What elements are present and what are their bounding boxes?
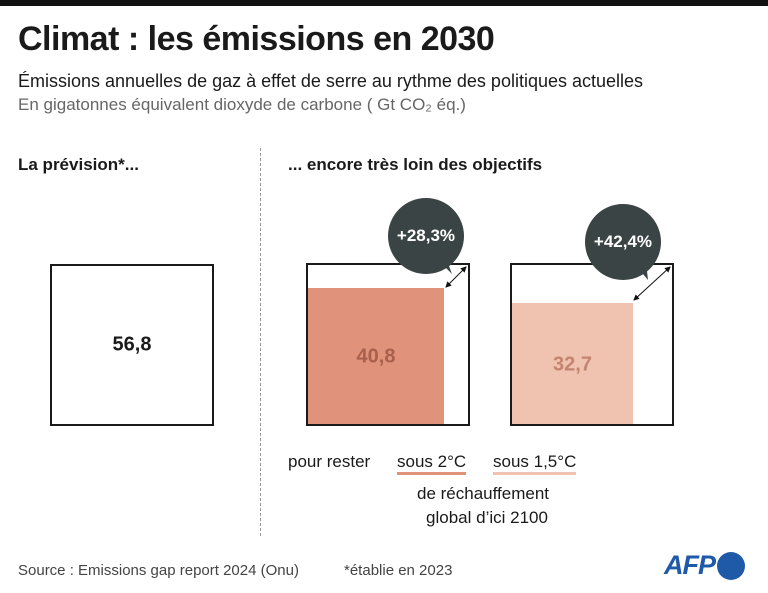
gap-bubble-2c: +28,3%	[388, 198, 464, 274]
target-2c-square: 40,8	[306, 263, 470, 426]
target-15c-value: 32,7	[553, 353, 592, 375]
gap-bubble-15c: +42,4%	[585, 204, 661, 280]
footnote: *établie en 2023	[344, 562, 453, 579]
caption-line1: de réchauffement	[417, 484, 549, 503]
target-2c-fill	[308, 288, 444, 424]
top-bar	[0, 0, 768, 6]
left-heading: La prévision*...	[18, 155, 139, 174]
caption-line2: global d’ici 2100	[426, 508, 548, 527]
right-heading: ... encore très loin des objectifs	[288, 155, 543, 174]
afp-logo-text: AFP	[664, 550, 716, 580]
scenario-15c: sous 1,5°C	[493, 452, 577, 475]
page-title: Climat : les émissions en 2030	[18, 20, 495, 58]
source: Source : Emissions gap report 2024 (Onu)	[18, 562, 299, 579]
target-15c-fill	[512, 303, 633, 424]
divider	[260, 148, 261, 536]
arrow-2c	[445, 266, 467, 288]
unit-label: En gigatonnes équivalent dioxyde de carb…	[18, 95, 466, 114]
forecast-square: 56,8	[50, 264, 214, 426]
afp-logo: AFP	[664, 550, 745, 581]
arrow-15c	[633, 266, 671, 301]
forecast-value: 56,8	[112, 333, 152, 356]
scenario-2c: sous 2°C	[397, 452, 467, 475]
target-2c-value: 40,8	[356, 345, 396, 368]
afp-logo-dot	[717, 551, 745, 580]
subtitle: Émissions annuelles de gaz à effet de se…	[18, 71, 644, 91]
caption-prefix: pour rester	[288, 452, 371, 471]
